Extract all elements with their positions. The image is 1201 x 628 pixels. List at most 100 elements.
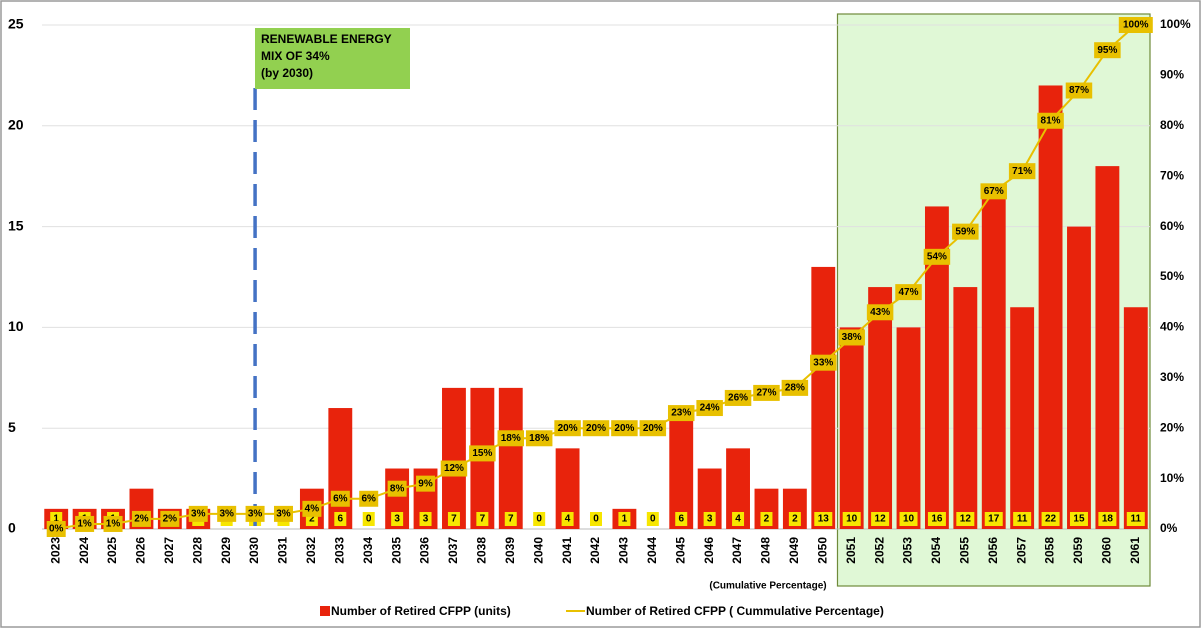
x-tick-label: 2061 (1128, 537, 1142, 564)
value-label-box (871, 512, 890, 526)
y2-tick-label: 20% (1160, 420, 1184, 434)
value-label-box (814, 512, 833, 526)
x-tick-label: 2054 (929, 537, 943, 564)
x-tick-label: 2027 (162, 537, 176, 564)
value-label-box (447, 512, 460, 526)
x-tick-label: 2050 (815, 537, 829, 564)
x-tick-label: 2035 (389, 537, 403, 564)
bar-value-label: 1 (622, 514, 628, 525)
value-label-box (334, 512, 347, 526)
bar-value-label: 0 (593, 514, 599, 525)
y-tick-label: 25 (8, 16, 24, 32)
point-label-box (724, 389, 752, 406)
y2-tick-label: 90% (1160, 68, 1184, 82)
value-label-box (703, 512, 716, 526)
point-label: 71% (1012, 166, 1032, 177)
x-tick-label: 2040 (531, 537, 545, 564)
point-label-box (160, 510, 180, 527)
x-tick-label: 2037 (446, 537, 460, 564)
value-label-box (927, 512, 946, 526)
value-label-box (842, 512, 861, 526)
x-tick-label: 2058 (1043, 537, 1057, 564)
point-label: 2% (163, 514, 178, 525)
point-label: 23% (671, 408, 691, 419)
value-label-box (533, 512, 546, 526)
x-tick-label: 2051 (844, 537, 858, 564)
point-label-box (1008, 163, 1036, 180)
x-tick-label: 2045 (673, 537, 687, 564)
point-label-box (1118, 17, 1153, 33)
value-label-box (1069, 512, 1088, 526)
bar (924, 206, 949, 529)
bar-value-label: 3 (423, 514, 429, 525)
point-label-box (525, 430, 553, 447)
x-tick-label: 2059 (1071, 537, 1085, 564)
point-label-box (440, 460, 468, 477)
x-tick-label: 2028 (190, 537, 204, 564)
x-tick-label: 2049 (787, 537, 801, 564)
legend-swatch (320, 606, 330, 616)
annotation-text: RENEWABLE ENERGY (261, 32, 392, 46)
value-label-box (899, 512, 918, 526)
legend-label: Number of Retired CFPP ( Cummulative Per… (586, 604, 884, 618)
point-label: 1% (77, 519, 92, 530)
bar (953, 287, 978, 529)
point-label: 20% (586, 423, 606, 434)
bar-value-label: 0 (650, 514, 656, 525)
bar-value-label: 13 (818, 514, 830, 525)
point-label-box (923, 248, 951, 265)
point-label: 24% (700, 403, 720, 414)
point-label: 59% (955, 226, 975, 237)
point-label-box (895, 284, 922, 301)
x-tick-label: 2030 (247, 537, 261, 564)
point-label-box (387, 480, 407, 497)
bar (1123, 307, 1148, 529)
bar-value-label: 7 (480, 514, 486, 525)
point-label-box (639, 420, 667, 437)
bar-value-label: 11 (1017, 514, 1028, 525)
point-label-box (103, 515, 123, 532)
point-label-box (554, 420, 581, 437)
point-label-box (753, 384, 780, 401)
point-label-box (1065, 82, 1093, 99)
bar-value-label: 4 (735, 514, 741, 525)
bar-value-label: 22 (1045, 514, 1057, 525)
bar-value-label: 4 (565, 514, 571, 525)
point-label-box (302, 500, 322, 517)
bar (442, 387, 466, 529)
point-label-box (273, 505, 293, 522)
point-label-box (359, 490, 379, 507)
value-label-box (391, 512, 404, 526)
bar (981, 186, 1006, 529)
point-label-box (131, 510, 151, 527)
x-tick-label: 2039 (503, 537, 517, 564)
point-label-box (46, 521, 66, 537)
y2-tick-label: 80% (1160, 118, 1184, 132)
value-label-box (760, 512, 773, 526)
x-tick-label: 2032 (304, 537, 318, 564)
bar (811, 266, 836, 529)
point-label-box (75, 515, 95, 532)
bar (868, 287, 893, 529)
point-label: 6% (361, 493, 376, 504)
value-label-box (476, 512, 489, 526)
x-tick-label: 2053 (901, 537, 915, 564)
bar-value-label: 10 (903, 514, 915, 525)
bar (328, 408, 353, 529)
point-label-box (497, 430, 525, 447)
bar-value-label: 12 (875, 514, 887, 525)
x-tick-label: 2031 (276, 537, 290, 564)
point-label-box (330, 490, 350, 507)
point-label: 54% (927, 251, 947, 262)
x-tick-label: 2060 (1100, 537, 1114, 564)
bar (1010, 307, 1035, 529)
y2-tick-label: 100% (1160, 17, 1191, 31)
point-label-box (1037, 112, 1064, 129)
bar-value-label: 3 (707, 514, 713, 525)
point-label: 15% (472, 448, 492, 459)
x-tick-label: 2042 (588, 537, 602, 564)
point-label-box (810, 354, 837, 371)
point-label: 81% (1041, 115, 1061, 126)
value-label-box (732, 512, 745, 526)
